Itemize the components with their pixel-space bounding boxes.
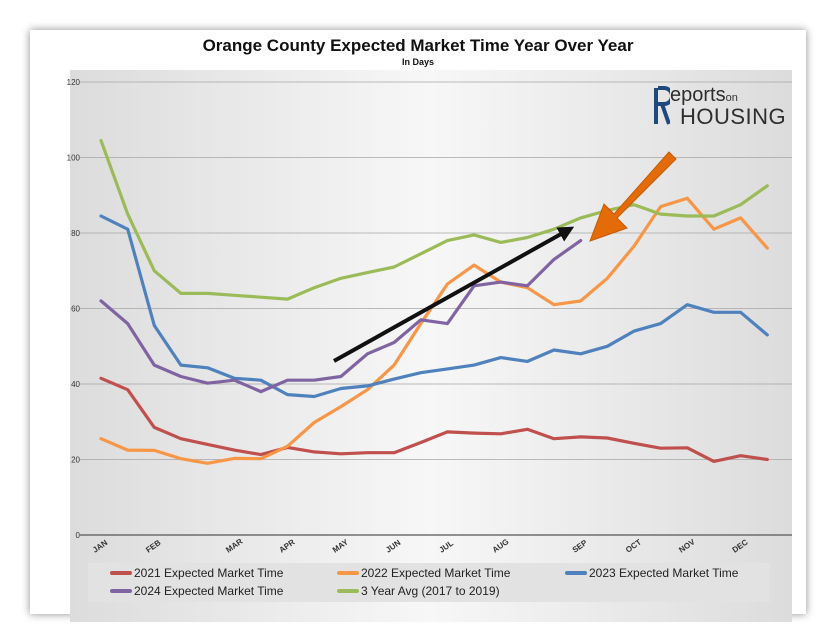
legend-label-2024: 2024 Expected Market Time [134,584,284,598]
legend-label-3yr-avg: 3 Year Avg (2017 to 2019) [361,584,500,598]
legend-swatch-2024 [110,589,132,593]
legend-item-2024: 2024 Expected Market Time [110,584,283,598]
legend-label-2023: 2023 Expected Market Time [589,566,739,580]
y-tick-label-0: 0 [76,531,81,540]
trend-arrow-black [333,226,575,363]
logo-r-mark [654,86,670,125]
trend-arrow-orange [589,151,677,242]
chart-legend: 2021 Expected Market Time 2022 Expected … [88,563,770,602]
series-2024-line [99,239,583,394]
legend-item-2022: 2022 Expected Market Time [337,566,510,580]
series-2023-line [99,214,769,399]
chart-subtitle: In Days [401,57,434,67]
legend-swatch-2022 [337,571,359,575]
y-tick-label-100: 100 [67,154,81,163]
y-tick-label-20: 20 [71,456,80,465]
y-tick-label-40: 40 [71,380,80,389]
legend-swatch-3yr-avg [337,589,359,593]
legend-label-2021: 2021 Expected Market Time [134,566,284,580]
chart-title: Orange County Expected Market Time Year … [202,36,634,55]
series-2021-line [99,376,769,463]
legend-swatch-2021 [110,571,132,575]
legend-item-2021: 2021 Expected Market Time [110,566,283,580]
plot-background [70,70,792,622]
logo-text-bottom: HOUSING [680,104,787,129]
y-tick-label-60: 60 [71,305,80,314]
reports-on-housing-logo: eportson HOUSING [652,84,792,132]
legend-item-3yr-avg: 3 Year Avg (2017 to 2019) [337,584,500,598]
logo-text-top: eportson [670,84,738,106]
y-tick-label-120: 120 [67,78,81,87]
legend-swatch-2023 [565,571,587,575]
legend-item-2023: 2023 Expected Market Time [565,566,738,580]
series-3yr-avg-line [99,138,769,301]
y-tick-label-80: 80 [71,229,80,238]
legend-label-2022: 2022 Expected Market Time [361,566,511,580]
